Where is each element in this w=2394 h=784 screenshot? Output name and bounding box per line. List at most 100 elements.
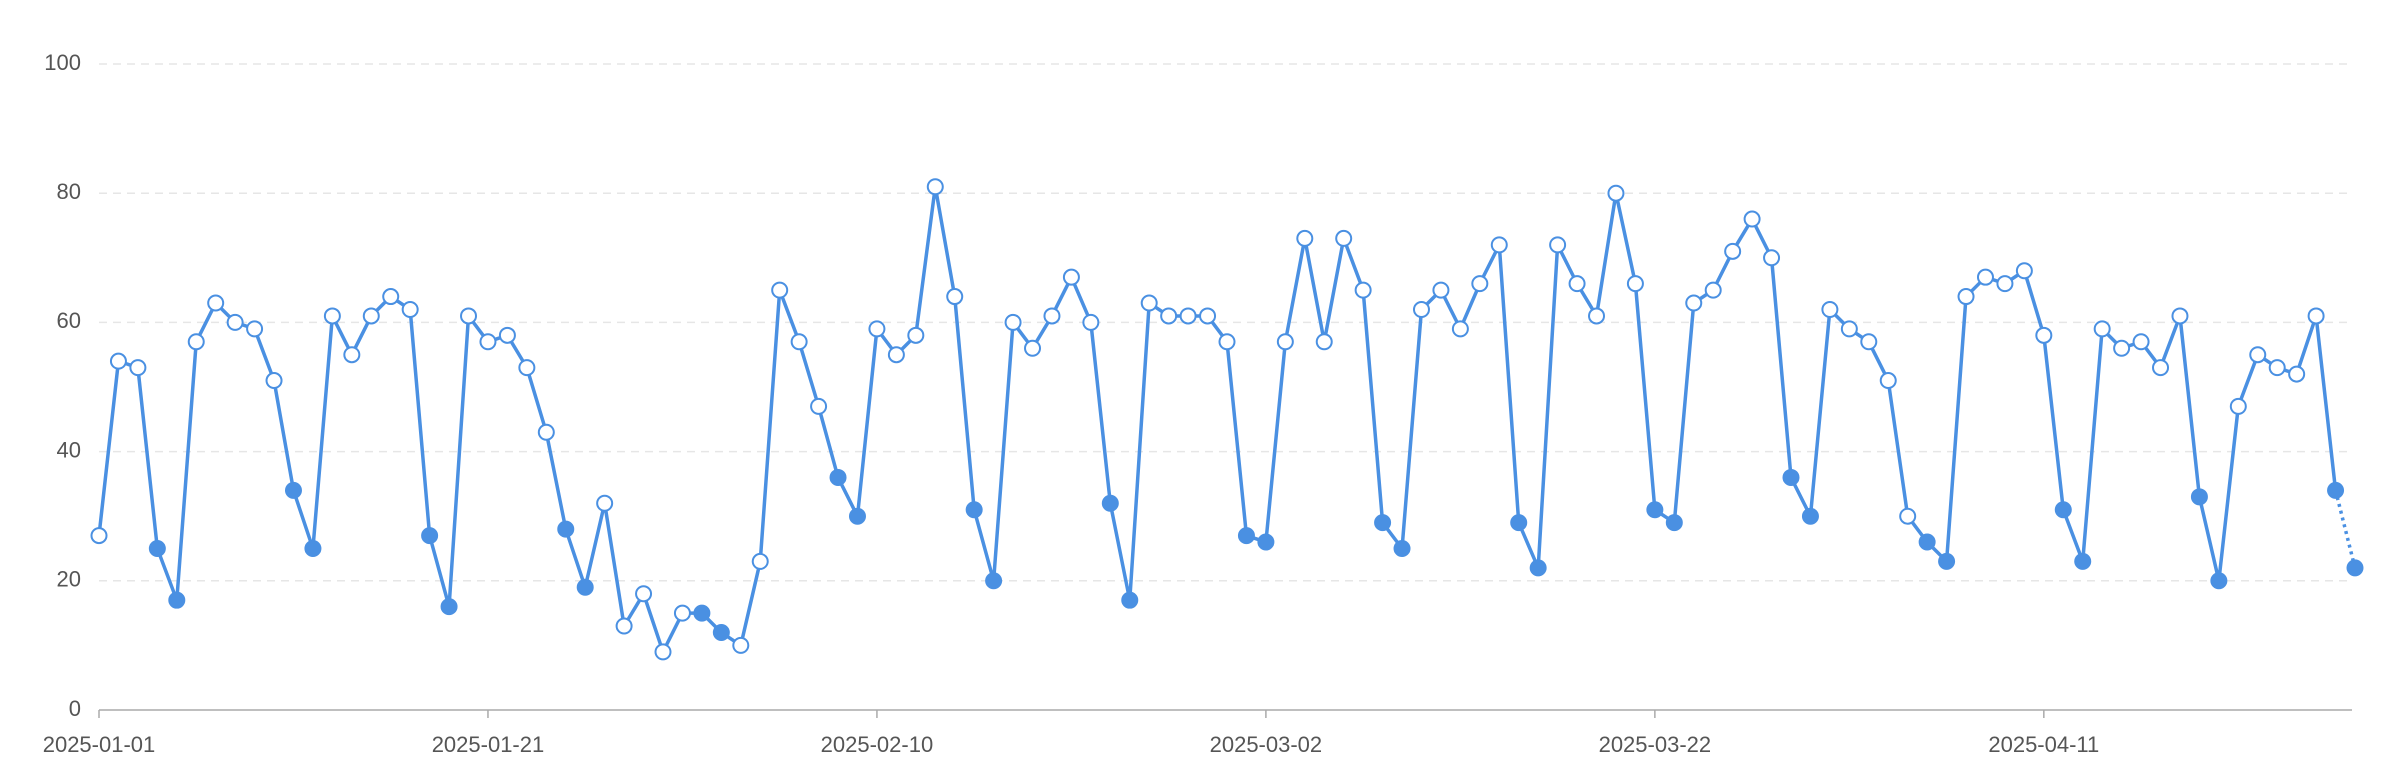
point [1276, 333, 1294, 351]
point [2210, 572, 2228, 590]
point [1996, 275, 2014, 293]
x-tick-label: 2025-01-21 [432, 732, 545, 757]
point [1471, 275, 1489, 293]
point [129, 359, 147, 377]
x-tick-label: 2025-04-11 [1988, 732, 2099, 757]
point [1160, 307, 1178, 325]
point [323, 307, 341, 325]
point [2054, 501, 2072, 519]
y-tick-label: 80 [57, 179, 81, 204]
point [1976, 268, 1994, 286]
point [1899, 507, 1917, 525]
point [2249, 346, 2267, 364]
point [1179, 307, 1197, 325]
point [2093, 320, 2111, 338]
point [1801, 507, 1819, 525]
point [1860, 333, 1878, 351]
point [596, 494, 614, 512]
point [654, 643, 672, 661]
line [97, 184, 2338, 654]
point [615, 617, 633, 635]
point [2171, 307, 2189, 325]
point [1393, 540, 1411, 557]
point [1140, 294, 1158, 312]
point [168, 591, 186, 609]
point [518, 359, 536, 377]
point [712, 623, 730, 641]
point [887, 346, 905, 364]
point [2229, 397, 2247, 415]
point [985, 572, 1003, 590]
point [1724, 242, 1742, 260]
point [1510, 514, 1528, 532]
point [1568, 275, 1586, 293]
point [226, 313, 244, 331]
point [1024, 339, 1042, 357]
point [498, 326, 516, 344]
point [576, 578, 594, 596]
point [1549, 236, 1567, 254]
point [246, 320, 264, 338]
point [2288, 365, 2306, 383]
point [1218, 333, 1236, 351]
point [1529, 559, 1547, 577]
point [2152, 359, 2170, 377]
point [1296, 229, 1314, 247]
point [1782, 468, 1800, 486]
point [2015, 262, 2033, 280]
point [2307, 307, 2325, 325]
point [207, 294, 225, 312]
point [148, 540, 166, 557]
point [2074, 552, 2092, 570]
point [1062, 268, 1080, 286]
x-tick-label: 2025-03-02 [1210, 732, 1323, 757]
y-tick-label: 40 [57, 437, 81, 462]
y-tick-label: 20 [57, 567, 81, 592]
point [1938, 552, 1956, 570]
point [848, 507, 866, 525]
point [1082, 313, 1100, 331]
y-tick-label: 0 [69, 696, 81, 721]
point [810, 397, 828, 415]
point [90, 527, 108, 545]
point [2346, 559, 2364, 577]
point [673, 604, 691, 622]
point [829, 468, 847, 486]
point [693, 604, 711, 622]
point [1685, 294, 1703, 312]
point [1354, 281, 1372, 299]
point [751, 552, 769, 570]
point [1704, 281, 1722, 299]
point [1840, 320, 1858, 338]
point [1821, 300, 1839, 318]
point [1043, 307, 1061, 325]
point [1646, 501, 1664, 519]
point [732, 636, 750, 654]
point [1257, 533, 1275, 551]
point [1588, 307, 1606, 325]
point [2113, 339, 2131, 357]
point [965, 501, 983, 519]
point [1626, 275, 1644, 293]
x-tick-label: 2025-03-22 [1599, 732, 1712, 757]
point [284, 481, 302, 499]
point [1763, 249, 1781, 267]
point [1335, 229, 1353, 247]
point [382, 288, 400, 306]
point [946, 288, 964, 306]
point [1101, 494, 1119, 512]
x-tick-label: 2025-02-10 [821, 732, 934, 757]
line-partial [2333, 489, 2357, 569]
point [479, 333, 497, 351]
point [460, 307, 478, 325]
point [1412, 300, 1430, 318]
point [1879, 372, 1897, 390]
point [790, 333, 808, 351]
point [557, 520, 575, 538]
y-tick-label: 100 [44, 50, 81, 75]
point [635, 585, 653, 603]
point [2035, 326, 2053, 344]
point [2327, 481, 2345, 499]
point [907, 326, 925, 344]
point [1004, 313, 1022, 331]
